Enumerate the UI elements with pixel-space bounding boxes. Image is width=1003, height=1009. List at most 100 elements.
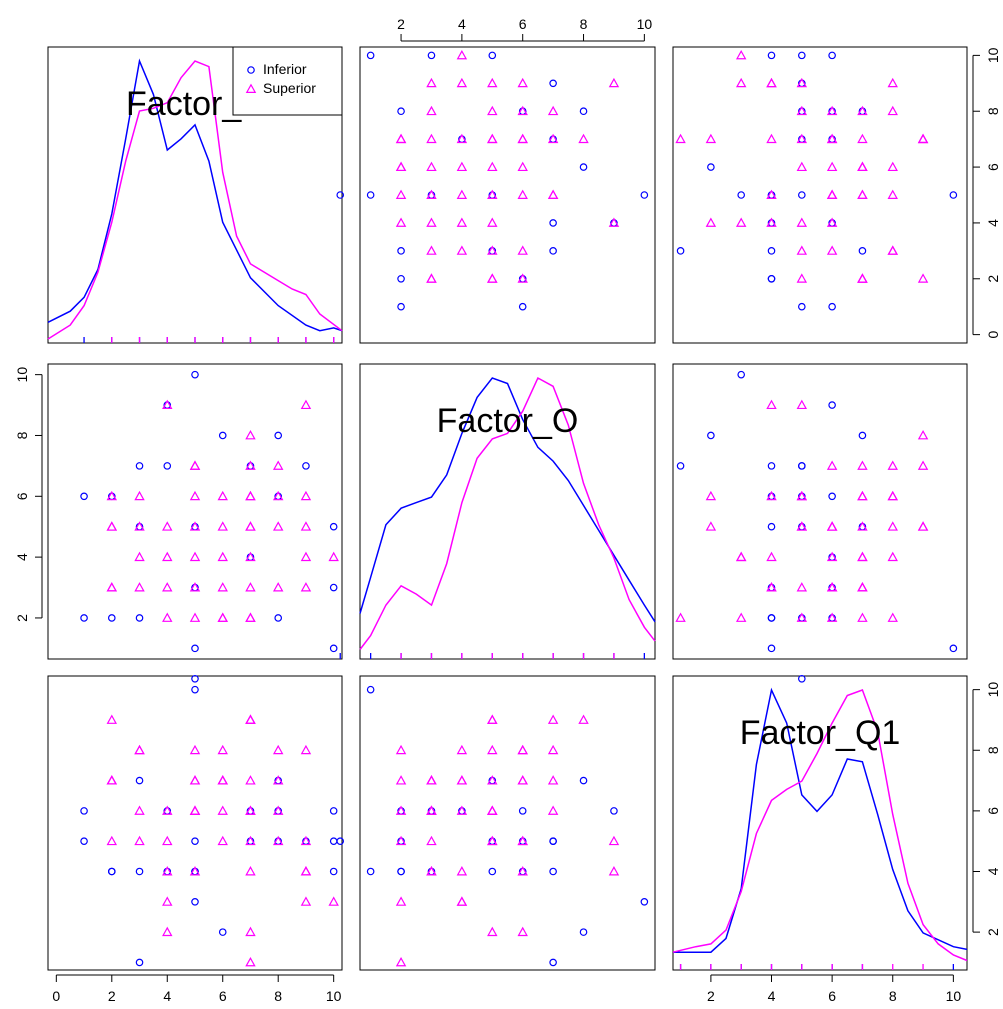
point-superior (796, 105, 808, 116)
point-superior (245, 460, 256, 470)
point-superior (189, 460, 201, 470)
point-superior (547, 105, 559, 116)
point-superior (426, 835, 437, 846)
point-superior (578, 133, 589, 144)
point-superior (300, 744, 312, 755)
point-inferior (191, 644, 199, 653)
point-superior (766, 217, 777, 227)
point-superior (517, 926, 528, 937)
point-superior (426, 805, 437, 815)
point-superior (162, 399, 173, 410)
point-inferior (798, 51, 806, 60)
point-superior (517, 775, 528, 785)
panel-frame-2-1 (359, 675, 656, 971)
point-superior (675, 133, 686, 144)
panel-frame-1-1 (359, 363, 656, 660)
point-superior (272, 490, 284, 501)
point-superior (162, 926, 173, 937)
point-inferior (518, 807, 527, 815)
point-superior (217, 551, 228, 562)
point-superior (487, 245, 498, 255)
point-superior (857, 612, 868, 622)
point-inferior (191, 837, 199, 845)
point-inferior (80, 837, 88, 845)
point-inferior (163, 462, 172, 470)
point-superior (796, 217, 808, 227)
y-axis-right-factor-a-tick-label: 2 (985, 275, 1001, 283)
point-inferior (767, 51, 776, 60)
point-superior (917, 133, 929, 144)
point-inferior (80, 614, 88, 622)
point-inferior (191, 685, 199, 694)
point-superior (217, 835, 228, 846)
point-inferior (737, 191, 745, 199)
point-superior (857, 273, 868, 283)
point-inferior (218, 431, 227, 440)
point-superior (735, 77, 747, 88)
y-axis-right-factor-a-tick-label: 4 (985, 219, 1001, 227)
point-superior (272, 835, 284, 846)
point-superior (735, 612, 747, 622)
point-superior (517, 273, 528, 283)
point-inferior (302, 462, 310, 470)
y-axis-right-factor-a-tick-label: 6 (985, 163, 1001, 171)
point-inferior (366, 51, 375, 60)
point-superior (245, 582, 256, 592)
density-factor_a-superior (47, 60, 343, 340)
point-superior (217, 490, 228, 501)
point-superior (272, 460, 284, 470)
y-axis-right-factor-q1-tick-label: 2 (985, 928, 1001, 936)
point-superior (162, 896, 173, 906)
point-superior (300, 490, 312, 501)
point-superior (245, 714, 256, 724)
point-inferior (191, 370, 199, 379)
point-superior (857, 582, 868, 592)
y-axis-right-factor-a-tick-label: 8 (985, 107, 1001, 115)
point-superior (245, 805, 256, 815)
point-inferior (767, 522, 776, 531)
x-axis-bottom-factor-q1-tick-label: 6 (828, 988, 836, 1004)
point-superior (857, 490, 868, 501)
point-superior (917, 430, 929, 440)
point-superior (517, 77, 528, 88)
point-superior (857, 133, 868, 144)
point-superior (857, 161, 868, 172)
point-superior (162, 805, 173, 815)
point-inferior (828, 302, 836, 311)
point-superior (487, 805, 498, 815)
point-superior (887, 189, 898, 199)
point-superior (426, 189, 437, 199)
axes: 0 2 4 6 8 10 2 4 6 8 10 2 4 6 8 10 0 2 4 6 8 10 2 4 6 8 10 2 4 6 8 10 (14, 16, 1001, 1004)
point-superior (796, 490, 808, 501)
point-superior (245, 521, 256, 531)
point-superior (272, 582, 284, 592)
point-inferior (828, 492, 836, 501)
point-inferior (488, 51, 497, 60)
point-inferior (676, 462, 685, 470)
point-inferior (767, 274, 776, 283)
point-superior (162, 551, 173, 562)
point-superior (887, 612, 898, 622)
point-superior (106, 714, 118, 724)
point-superior (162, 521, 173, 531)
point-superior (272, 744, 284, 755)
point-superior (217, 744, 228, 755)
point-superior (857, 460, 868, 470)
point-superior (426, 133, 437, 144)
point-superior (272, 521, 284, 531)
point-inferior (329, 807, 338, 815)
point-superior (189, 805, 201, 815)
point-inferior (549, 247, 557, 255)
point-superior (106, 775, 118, 785)
point-superior (517, 835, 528, 846)
point-superior (887, 490, 898, 501)
point-superior (705, 133, 717, 144)
point-superior (456, 866, 468, 876)
y-axis-right-factor-q1-tick-label: 8 (985, 746, 1001, 754)
point-superior (887, 245, 898, 255)
point-superior (826, 521, 838, 531)
legend-label-superior: Superior (263, 80, 316, 96)
point-superior (426, 866, 437, 876)
point-superior (456, 217, 468, 227)
point-inferior (397, 302, 405, 311)
